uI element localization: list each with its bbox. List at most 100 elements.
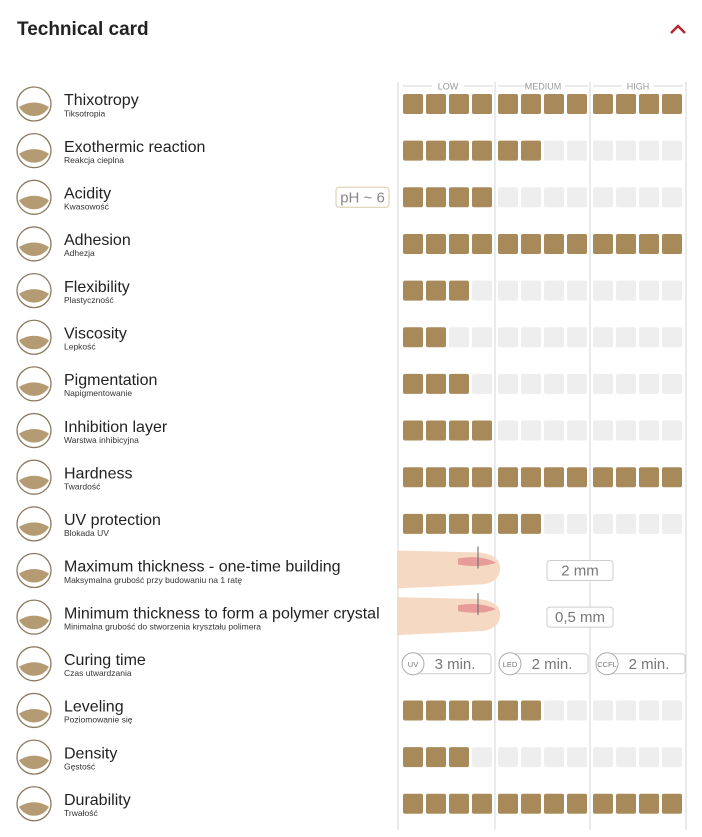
- row-icon-detail: [19, 242, 49, 256]
- level-square-empty: [662, 420, 682, 441]
- level-bar: [403, 700, 682, 721]
- row-subtitle: Poziomowanie się: [64, 715, 133, 725]
- row-subtitle: Blokada UV: [64, 528, 109, 538]
- level-square-filled: [639, 94, 659, 114]
- row-icon-detail: [19, 802, 49, 816]
- level-square-empty: [521, 420, 541, 441]
- level-square-filled: [426, 747, 446, 768]
- level-square-empty: [544, 373, 564, 394]
- level-square-empty: [498, 747, 518, 768]
- row-subtitle: Lepkość: [64, 342, 96, 352]
- level-square-empty: [521, 373, 541, 394]
- level-square-empty: [639, 747, 659, 768]
- level-square-empty: [593, 420, 613, 441]
- row-icon-detail: [19, 662, 49, 676]
- level-square-empty: [521, 187, 541, 208]
- level-square-filled: [426, 373, 446, 394]
- row-icon-detail: [19, 382, 49, 396]
- level-square-empty: [544, 187, 564, 208]
- row-subtitle: Tiksotropia: [64, 108, 106, 118]
- collapse-toggle[interactable]: [670, 24, 686, 34]
- level-square-filled: [472, 187, 492, 208]
- scale-label: HIGH: [627, 81, 650, 91]
- level-square-empty: [662, 373, 682, 394]
- level-square-filled: [403, 373, 423, 394]
- row-name: Leveling: [64, 699, 124, 716]
- row-subtitle: Napigmentowanie: [64, 388, 132, 398]
- level-square-filled: [449, 747, 469, 768]
- level-square-empty: [567, 700, 587, 721]
- level-square-empty: [521, 747, 541, 768]
- level-square-empty: [639, 513, 659, 534]
- level-square-filled: [426, 513, 446, 534]
- level-bar: [403, 420, 682, 441]
- row-icon-detail: [19, 429, 49, 443]
- level-square-filled: [472, 94, 492, 114]
- level-square-empty: [662, 747, 682, 768]
- level-square-filled: [426, 793, 446, 814]
- level-square-filled: [498, 700, 518, 721]
- level-square-filled: [521, 513, 541, 534]
- level-square-empty: [498, 327, 518, 348]
- level-square-empty: [472, 747, 492, 768]
- level-square-filled: [544, 94, 564, 114]
- row-name: Thixotropy: [64, 92, 139, 109]
- level-square-filled: [403, 94, 423, 114]
- level-square-filled: [498, 467, 518, 488]
- level-square-filled: [521, 140, 541, 161]
- row-name: Viscosity: [64, 325, 127, 342]
- level-square-filled: [472, 233, 492, 254]
- level-square-empty: [472, 373, 492, 394]
- level-bar: [403, 793, 682, 814]
- level-bar: [403, 94, 682, 114]
- level-square-filled: [426, 420, 446, 441]
- badge-box: [335, 186, 390, 208]
- level-square-filled: [593, 233, 613, 254]
- level-square-filled: [521, 233, 541, 254]
- row-name: Exothermic reaction: [64, 139, 205, 156]
- card-title: Technical card: [17, 19, 149, 40]
- level-square-empty: [593, 747, 613, 768]
- level-square-filled: [449, 467, 469, 488]
- level-square-empty: [639, 140, 659, 161]
- level-square-filled: [521, 467, 541, 488]
- level-square-filled: [472, 140, 492, 161]
- row-subtitle: Trwałość: [64, 808, 98, 818]
- level-square-filled: [426, 233, 446, 254]
- level-square-filled: [616, 233, 636, 254]
- level-square-empty: [593, 187, 613, 208]
- level-square-filled: [426, 280, 446, 301]
- row-name: Maximum thickness - one-time building: [64, 559, 341, 576]
- level-bar: [403, 513, 682, 534]
- level-square-filled: [662, 793, 682, 814]
- row-subtitle: Czas utwardzania: [64, 668, 132, 678]
- level-square-filled: [449, 420, 469, 441]
- level-square-filled: [426, 700, 446, 721]
- level-square-filled: [567, 793, 587, 814]
- level-square-filled: [403, 327, 423, 348]
- level-square-filled: [449, 187, 469, 208]
- level-square-filled: [593, 94, 613, 114]
- level-square-filled: [449, 373, 469, 394]
- level-bar: [403, 187, 682, 208]
- row-subtitle: Plastyczność: [64, 295, 114, 305]
- level-square-empty: [498, 280, 518, 301]
- level-bar: [403, 280, 682, 301]
- level-square-filled: [449, 233, 469, 254]
- level-square-filled: [426, 187, 446, 208]
- level-square-filled: [616, 793, 636, 814]
- level-square-empty: [593, 513, 613, 534]
- row-icon-detail: [19, 335, 49, 350]
- level-square-empty: [521, 280, 541, 301]
- level-square-filled: [662, 233, 682, 254]
- row-name: Density: [64, 745, 117, 762]
- level-square-empty: [544, 420, 564, 441]
- level-bar: [403, 233, 682, 254]
- level-square-empty: [616, 420, 636, 441]
- level-square-empty: [567, 140, 587, 161]
- level-square-filled: [544, 793, 564, 814]
- level-square-empty: [616, 747, 636, 768]
- level-square-empty: [616, 700, 636, 721]
- level-square-empty: [662, 513, 682, 534]
- level-bar: [403, 140, 682, 161]
